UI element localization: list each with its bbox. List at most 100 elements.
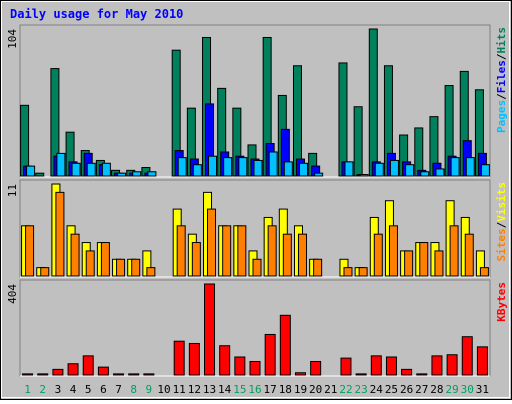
bar xyxy=(26,165,36,177)
x-tick-label: 15 xyxy=(233,383,246,396)
bar xyxy=(204,283,216,376)
bar xyxy=(374,162,384,177)
bar xyxy=(461,336,473,376)
bar xyxy=(55,191,65,277)
bar xyxy=(128,373,140,376)
legend: Pages/Files/Hits xyxy=(495,27,508,133)
bar xyxy=(279,314,291,376)
bar xyxy=(405,164,415,177)
x-tick-label: 13 xyxy=(203,383,216,396)
x-tick-label: 20 xyxy=(309,383,322,396)
bar xyxy=(147,171,157,177)
legend-separator: / xyxy=(495,221,508,228)
bar xyxy=(71,162,81,177)
bar xyxy=(192,164,202,177)
bar xyxy=(297,233,307,277)
x-tick-label: 14 xyxy=(218,383,232,396)
bar xyxy=(132,171,142,177)
bar xyxy=(358,267,368,277)
bar xyxy=(479,267,489,277)
bar xyxy=(464,233,474,277)
bar xyxy=(359,174,369,177)
x-tick-label: 19 xyxy=(294,383,307,396)
bar xyxy=(420,171,430,177)
bar xyxy=(237,225,247,277)
bar xyxy=(414,127,424,177)
bar xyxy=(222,225,232,277)
x-tick-label: 30 xyxy=(461,383,474,396)
legend-separator: / xyxy=(495,93,508,100)
bar xyxy=(449,225,459,277)
bar xyxy=(234,356,246,376)
x-tick-label: 25 xyxy=(385,383,398,396)
x-tick-label: 31 xyxy=(476,383,489,396)
bar xyxy=(282,233,292,277)
x-tick-label: 8 xyxy=(130,383,137,396)
y-tick-label: 104 xyxy=(6,29,19,49)
x-tick-label: 6 xyxy=(100,383,107,396)
bar xyxy=(401,368,413,376)
bar xyxy=(338,62,348,177)
bar xyxy=(465,157,475,177)
x-tick-label: 11 xyxy=(173,383,186,396)
bar xyxy=(22,373,34,376)
legend-entry: Pages xyxy=(495,100,508,133)
bar xyxy=(368,28,378,177)
bar xyxy=(298,162,308,177)
bar xyxy=(86,162,96,177)
x-tick-label: 9 xyxy=(146,383,153,396)
bar xyxy=(70,233,80,277)
bar xyxy=(268,151,278,177)
bar xyxy=(343,267,353,277)
bar xyxy=(313,258,323,277)
bar xyxy=(431,355,443,376)
bar xyxy=(344,161,354,177)
bar xyxy=(101,162,111,177)
bar xyxy=(353,106,363,177)
bar xyxy=(314,172,324,177)
bar xyxy=(252,258,262,277)
x-tick-label: 16 xyxy=(248,383,261,396)
bar xyxy=(207,208,217,277)
bar xyxy=(264,333,276,376)
bar xyxy=(188,342,200,376)
y-tick-label: 404 xyxy=(6,284,19,304)
bar xyxy=(37,373,49,376)
bar xyxy=(294,372,306,376)
bar xyxy=(40,267,50,277)
x-tick-label: 22 xyxy=(339,383,352,396)
bar xyxy=(146,267,156,277)
x-tick-label: 5 xyxy=(85,383,92,396)
bar xyxy=(370,355,382,376)
bar xyxy=(208,155,218,177)
legend: KBytes xyxy=(495,282,508,322)
bar xyxy=(238,157,248,177)
bar xyxy=(434,250,444,277)
bar xyxy=(100,242,110,277)
bar xyxy=(283,161,293,177)
bar xyxy=(249,360,261,376)
bar xyxy=(450,157,460,177)
legend-entry: Sites xyxy=(495,228,508,261)
bar xyxy=(385,356,397,376)
x-tick-label: 28 xyxy=(430,383,443,396)
bar xyxy=(67,363,79,376)
x-tick-label: 3 xyxy=(55,383,62,396)
x-tick-label: 2 xyxy=(39,383,46,396)
x-tick-label: 18 xyxy=(279,383,292,396)
x-tick-label: 1 xyxy=(24,383,31,396)
x-tick-label: 17 xyxy=(264,383,277,396)
legend-entry: KBytes xyxy=(495,282,508,322)
bar xyxy=(267,225,277,277)
x-tick-label: 24 xyxy=(370,383,384,396)
legend-entry: Hits xyxy=(495,27,508,54)
bar xyxy=(56,152,66,177)
bar xyxy=(404,250,414,277)
bar xyxy=(223,157,233,177)
bar xyxy=(355,373,367,376)
chart-title: Daily usage for May 2010 xyxy=(10,7,183,21)
bar xyxy=(388,225,398,277)
bar xyxy=(446,354,458,376)
x-tick-label: 7 xyxy=(115,383,122,396)
